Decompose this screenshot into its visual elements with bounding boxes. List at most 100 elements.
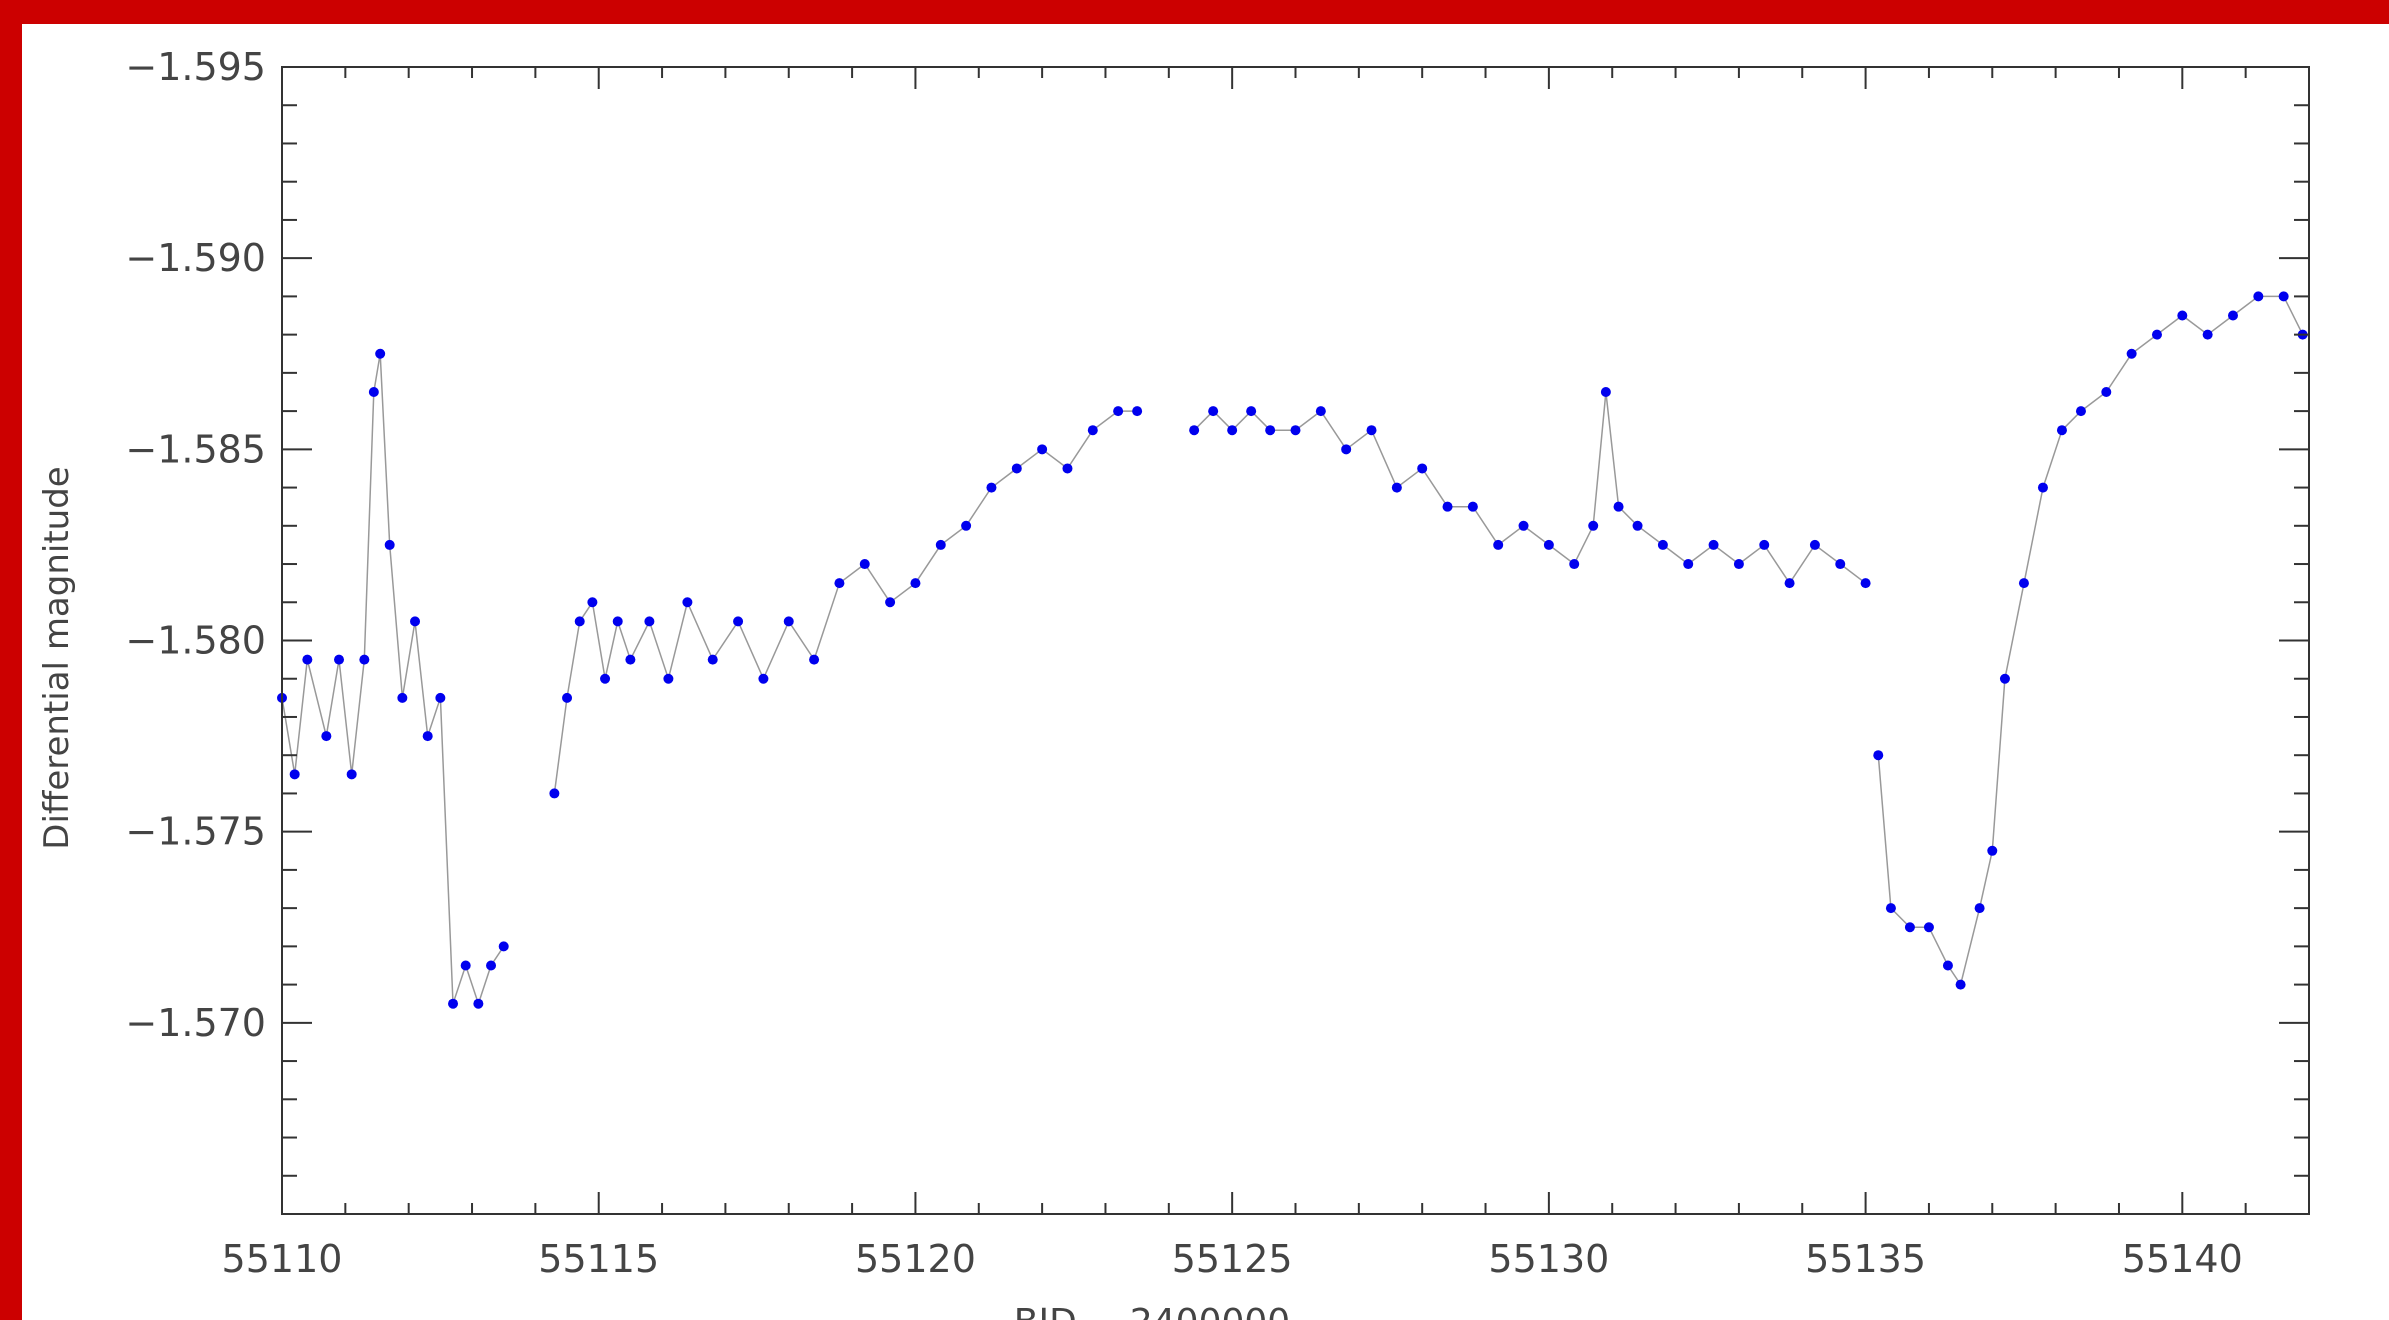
data-point [334,655,344,665]
data-point [2203,330,2213,340]
data-point [1683,559,1693,569]
x-tick-label: 55110 [222,1237,343,1281]
data-point [1759,540,1769,550]
plot-panel: 55110 55115 55120 55125 55130 55135 55140 −1.59… [22,24,2389,1320]
data-point [486,960,496,970]
data-point [1037,444,1047,454]
data-point [1291,425,1301,435]
data-point [1956,980,1966,990]
data-point [461,960,471,970]
data-point [1367,425,1377,435]
data-point [1905,922,1915,932]
data-point [499,941,509,951]
data-point [1658,540,1668,550]
data-point [562,693,572,703]
data-point [1924,922,1934,932]
data-point [1709,540,1719,550]
data-point [2152,330,2162,340]
series-lines [282,296,2303,1003]
data-point [1886,903,1896,913]
x-tick-label: 55125 [1172,1237,1293,1281]
data-point [1519,521,1529,531]
series-line [1194,392,1865,583]
plot-frame [282,67,2309,1214]
y-axis-label: Differential magnitude [37,466,77,849]
data-point [1443,502,1453,512]
data-point [1601,387,1611,397]
y-tick-label: −1.585 [125,427,266,471]
x-tick-label: 55130 [1488,1237,1609,1281]
data-point [423,731,433,741]
data-point [2057,425,2067,435]
series-line [554,411,1137,793]
series-line [1878,296,2302,984]
data-point [1873,750,1883,760]
data-point [1189,425,1199,435]
data-point [1341,444,1351,454]
data-point [1987,846,1997,856]
data-point [644,616,654,626]
data-point [860,559,870,569]
data-point [758,674,768,684]
data-point [2101,387,2111,397]
data-point [290,769,300,779]
data-point [302,655,312,665]
data-point [1588,521,1598,531]
data-point [1316,406,1326,416]
data-point [1062,463,1072,473]
data-points [277,291,2308,1008]
y-tick-label: −1.590 [125,236,266,280]
y-tick-label: −1.570 [125,1001,266,1045]
data-point [321,731,331,741]
data-point [2228,311,2238,321]
data-point [1861,578,1871,588]
data-point [1614,502,1624,512]
series-line [282,354,504,1004]
data-point [1544,540,1554,550]
data-point [1088,425,1098,435]
data-point [1246,406,1256,416]
data-point [600,674,610,684]
data-point [375,349,385,359]
data-point [1633,521,1643,531]
data-point [1493,540,1503,550]
x-tick-label: 55140 [2122,1237,2243,1281]
data-point [1734,559,1744,569]
data-point [1012,463,1022,473]
x-axis-label: BJD − 2400000 [1014,1302,1290,1320]
data-point [359,655,369,665]
data-point [784,616,794,626]
data-point [1468,502,1478,512]
data-point [1227,425,1237,435]
data-point [625,655,635,665]
data-point [986,483,996,493]
data-point [2127,349,2137,359]
data-point [834,578,844,588]
data-point [587,597,597,607]
x-tick-label: 55115 [538,1237,659,1281]
tick-labels: 55110 55115 55120 55125 55130 55135 55140 −1.59… [125,45,2242,1281]
data-point [663,674,673,684]
data-point [733,616,743,626]
data-point [473,999,483,1009]
data-point [1265,425,1275,435]
data-point [397,693,407,703]
data-point [1810,540,1820,550]
data-point [936,540,946,550]
data-point [347,769,357,779]
data-point [448,999,458,1009]
data-point [910,578,920,588]
data-point [961,521,971,531]
y-tick-label: −1.595 [125,45,266,89]
data-point [885,597,895,607]
data-point [708,655,718,665]
data-point [2000,674,2010,684]
data-point [2253,291,2263,301]
data-point [369,387,379,397]
x-tick-label: 55120 [855,1237,976,1281]
y-tick-label: −1.575 [125,810,266,854]
data-point [2019,578,2029,588]
data-point [1132,406,1142,416]
data-point [1417,463,1427,473]
